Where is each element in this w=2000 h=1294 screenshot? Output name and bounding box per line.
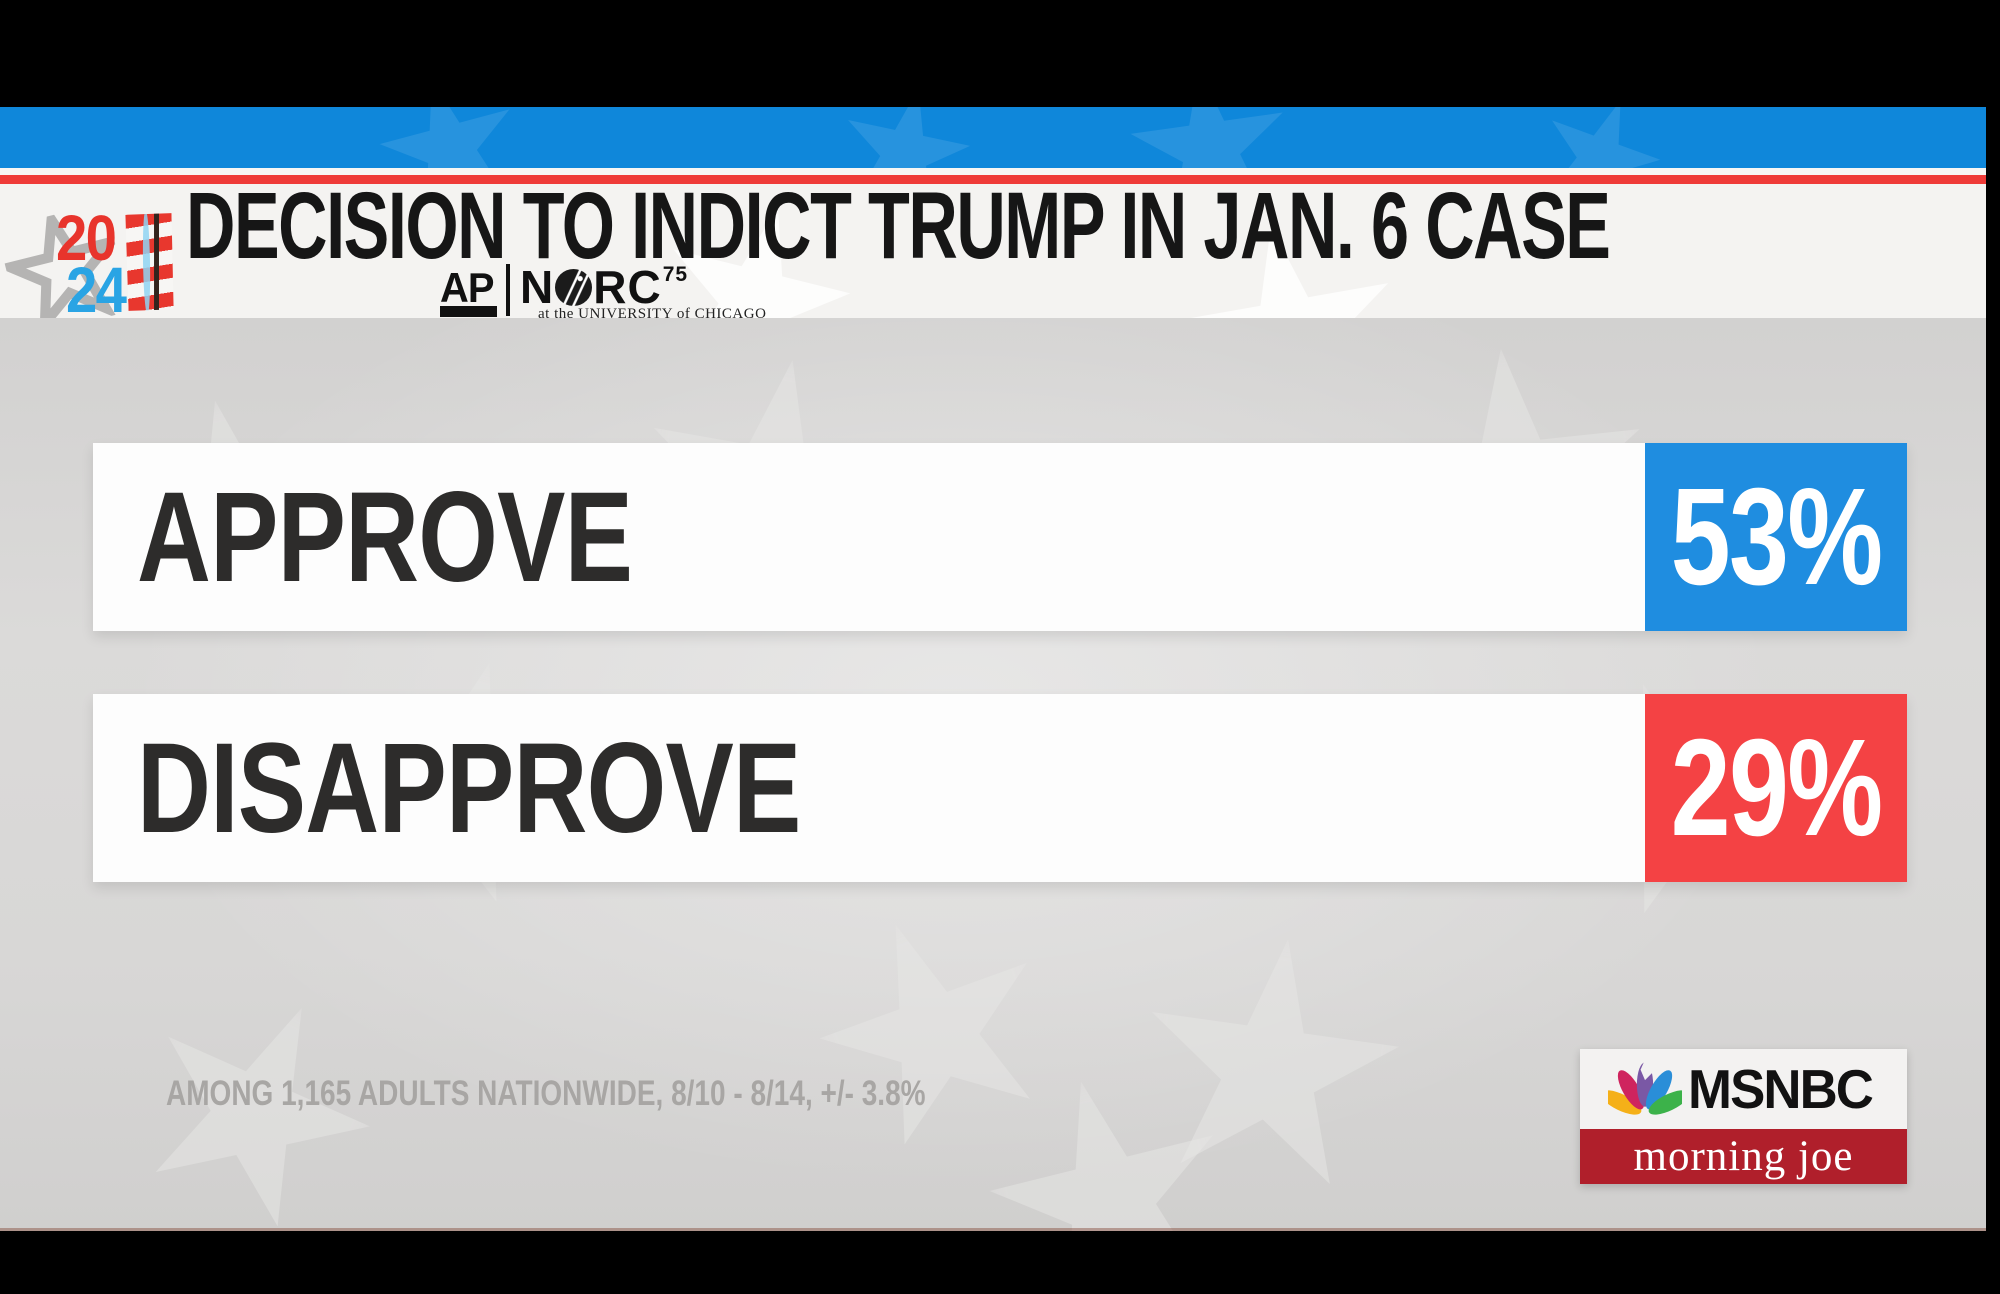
norc-logo-text: N RC 75	[520, 260, 687, 314]
approve-label-bar: APPROVE	[93, 443, 1645, 631]
msnbc-logo: MSNBC	[1580, 1049, 1907, 1129]
disapprove-value-chip: 29%	[1645, 694, 1907, 882]
ap-logo-text: AP	[440, 264, 494, 311]
norc-n: N	[520, 261, 555, 313]
white-divider-stripe	[0, 168, 1986, 175]
flag-dark-line	[154, 209, 159, 316]
globe-icon	[555, 268, 593, 306]
page-title: DECISION TO INDICT TRUMP IN JAN. 6 CASE	[186, 173, 1611, 279]
star-outline-icon	[0, 204, 124, 338]
bottom-letterbox	[0, 1231, 2000, 1294]
flag-stripes-icon	[124, 209, 177, 315]
show-title: morning joe	[1633, 1133, 1854, 1180]
header-band: 20 24 DECISION TO INDICT TRUMP IN JAN. 6…	[0, 173, 1986, 322]
disapprove-label: DISAPPROVE	[137, 716, 801, 860]
norc-rc: RC	[593, 261, 662, 313]
top-blue-band	[0, 107, 1986, 168]
ap-logo-underline	[440, 306, 497, 317]
peacock-icon	[1607, 1059, 1682, 1115]
flag-blue-arc	[142, 210, 151, 315]
star-watermark	[364, 107, 535, 168]
red-accent-stripe	[0, 175, 1986, 184]
disapprove-label-bar: DISAPPROVE	[93, 694, 1645, 882]
election-2024-logo: 20 24	[0, 196, 200, 338]
methodology-note: AMONG 1,165 ADULTS NATIONWIDE, 8/10 - 8/…	[166, 1074, 926, 1113]
approve-label: APPROVE	[137, 465, 633, 609]
right-letterbox	[1986, 0, 2000, 1294]
approve-value-chip: 53%	[1645, 443, 1907, 631]
network-bug: MSNBC morning joe	[1580, 1049, 1907, 1184]
bottom-edge-line	[0, 1228, 1986, 1231]
star-watermark	[828, 107, 982, 168]
approve-value: 53%	[1670, 459, 1883, 614]
star-watermark	[1523, 107, 1677, 168]
logo-divider	[506, 264, 510, 316]
morning-joe-banner: morning joe	[1580, 1129, 1907, 1184]
star-watermark	[1120, 107, 1301, 168]
star-watermark	[788, 886, 1083, 1181]
disapprove-value: 29%	[1670, 710, 1883, 865]
poll-row-disapprove: DISAPPROVE 29%	[93, 694, 1907, 882]
msnbc-wordmark: MSNBC	[1687, 1058, 1874, 1120]
logo-year-24: 24	[66, 254, 127, 326]
ap-norc-logo: AP N RC 75 at the UNIVERSITY of CHICAGO	[440, 261, 766, 322]
poll-row-approve: APPROVE 53%	[93, 443, 1907, 631]
logo-year-20: 20	[56, 202, 117, 274]
norc-75-badge: 75	[662, 263, 689, 286]
